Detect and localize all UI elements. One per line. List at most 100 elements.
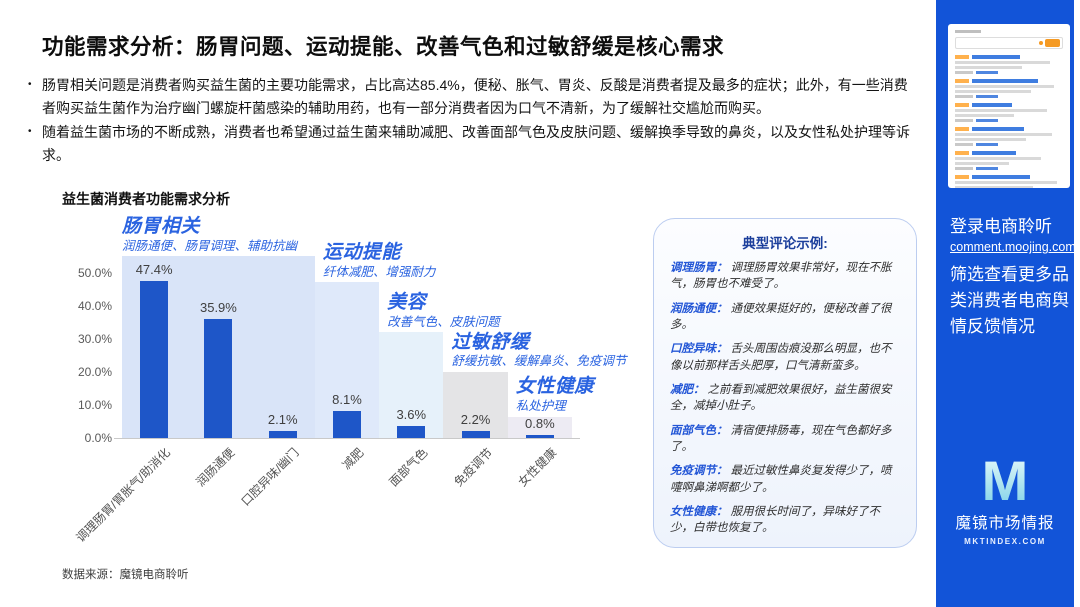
bar [140, 281, 169, 438]
bar [204, 319, 233, 438]
group-desc: 私处护理 [515, 399, 566, 414]
category-label: 女性健康 [515, 445, 560, 490]
screenshot-result-list [955, 55, 1063, 188]
screenshot-search-bar [955, 37, 1063, 49]
bar-value-label: 3.6% [396, 407, 427, 423]
result-row [955, 175, 1063, 188]
result-row [955, 55, 1063, 74]
y-axis-label: 40.0% [77, 298, 112, 313]
source-note: 数据来源：魔镜电商聆听 [62, 569, 189, 581]
group-band [379, 332, 444, 438]
screenshot-header-bar [955, 30, 981, 33]
comment-item: 减肥： 之前看到减肥效果很好，益生菌很安全，减掉小肚子。 [670, 382, 900, 415]
group-label: 女性健康 私处护理 [516, 376, 594, 413]
comment-item: 女性健康： 服用很长时间了，异味好了不少，白带也恢复了。 [670, 504, 900, 537]
group-label: 肠胃相关 润肠通便、肠胃调理、辅助抗幽 [122, 216, 297, 253]
y-axis: 0.0% 10.0% 20.0% 30.0% 40.0% 50.0% [64, 256, 122, 445]
bullet-text: 肠胃相关问题是消费者购买益生菌的主要功能需求，占比高达85.4%，便秘、胀气、胃… [42, 77, 908, 116]
bar [397, 426, 426, 438]
sidebar: 登录电商聆听 comment.moojing.com 筛选查看更多品类消费者电商… [936, 0, 1076, 607]
group-label: 过敏舒缓 舒缓抗敏、缓解鼻炎、免疫调节 [451, 332, 626, 369]
y-axis-label: 10.0% [77, 397, 112, 412]
group-band [443, 371, 508, 438]
comment-keyword: 免疫调节： [670, 465, 728, 478]
y-axis-label: 0.0% [84, 431, 112, 445]
group-title: 美容 [387, 291, 427, 313]
group-desc: 改善气色、皮肤问题 [387, 314, 500, 329]
logo-letter: M [982, 452, 1029, 508]
category-label: 润肠通便 [193, 445, 238, 490]
login-title: 登录电商聆听 [950, 217, 1052, 236]
comment-text: 之前看到减肥效果很好，益生菌很安全，减掉小肚子。 [670, 383, 892, 413]
group-label: 运动提能 纤体减肥、增强耐力 [323, 242, 436, 279]
bar-value-label: 8.1% [332, 392, 362, 408]
bar [268, 431, 297, 438]
logo-domain: MKTINDEX.COM [964, 537, 1046, 546]
comment-list: 调理肠胃： 调理肠胃效果非常好，现在不胀气，肠胃也不难受了。 润肠通便： 通便效果挺… [670, 260, 900, 537]
logo-name: 魔镜市场情报 [955, 515, 1055, 532]
result-row [955, 127, 1063, 146]
bullet-icon: • [28, 126, 32, 138]
comment-keyword: 调理肠胃： [670, 262, 728, 274]
search-button [1045, 39, 1060, 47]
comment-text: 最近过敏性鼻炎复发得少了，喷嚏啊鼻涕啊都少了。 [670, 465, 892, 494]
y-axis-label: 20.0% [77, 364, 112, 379]
y-axis-label: 50.0% [77, 265, 112, 280]
comment-keyword: 面部气色： [670, 424, 728, 437]
comment-text: 服用很长时间了，异味好了不少，白带也恢复了。 [670, 505, 880, 535]
comment-item: 免疫调节： 最近过敏性鼻炎复发得少了，喷嚏啊鼻涕啊都少了。 [670, 463, 900, 496]
group-label: 美容 改善气色、皮肤问题 [387, 292, 500, 329]
comments-panel: 典型评论示例: 调理肠胃： 调理肠胃效果非常好，现在不胀气，肠胃也不难受了。 润肠… [653, 218, 917, 548]
bar-value-label: 47.4% [135, 262, 173, 278]
y-axis-label: 30.0% [77, 331, 112, 346]
bar-value-label: 2.2% [460, 411, 491, 427]
comment-keyword: 减肥： [670, 383, 705, 396]
group-desc: 润肠通便、肠胃调理、辅助抗幽 [122, 238, 298, 253]
bullet-text: 随着益生菌市场的不断成熟，消费者也希望通过益生菌来辅助减肥、改善面部气色及皮肤问… [42, 124, 910, 164]
browser-screenshot [948, 24, 1070, 188]
group-band [507, 416, 572, 438]
bar [333, 411, 361, 438]
comment-item: 调理肠胃： 调理肠胃效果非常好，现在不胀气，肠胃也不难受了。 [670, 260, 900, 293]
bar-value-label: 0.8% [525, 416, 555, 431]
result-row [955, 151, 1063, 170]
comment-item: 润肠通便： 通便效果挺好的，便秘改善了很多。 [670, 301, 900, 334]
category-label: 口腔异味/幽门 [238, 445, 303, 509]
bullet-item: • 肠胃相关问题是消费者购买益生菌的主要功能需求，占比高达85.4%，便秘、胀气… [28, 74, 920, 119]
group-desc: 纤体减肥、增强耐力 [322, 265, 436, 280]
bullet-item: • 随着益生菌市场的不断成熟，消费者也希望通过益生菌来辅助减肥、改善面部气色及皮… [28, 121, 920, 166]
bullet-list: • 肠胃相关问题是消费者购买益生菌的主要功能需求，占比高达85.4%，便秘、胀气… [28, 74, 920, 169]
chart-title: 益生菌消费者功能需求分析 [62, 191, 230, 207]
comment-text: 通便效果挺好的，便秘改善了很多。 [670, 302, 892, 331]
group-desc: 舒缓抗敏、缓解鼻炎、免疫调节 [451, 354, 627, 369]
group-title: 过敏舒缓 [451, 331, 530, 353]
comment-item: 面部气色： 清宿便排肠毒，现在气色都好多了。 [670, 423, 900, 456]
group-title: 女性健康 [515, 376, 594, 398]
login-url-link[interactable]: comment.moojing.com [950, 240, 1076, 254]
comment-keyword: 口腔异味： [670, 343, 728, 356]
login-block: 登录电商聆听 comment.moojing.com [950, 212, 1076, 256]
comment-keyword: 润肠通便： [670, 302, 728, 315]
comment-text: 调理肠胃效果非常好，现在不胀气，肠胃也不难受了。 [670, 262, 892, 291]
result-row [955, 103, 1063, 122]
comment-text: 舌头周围齿痕没那么明显，也不像以前那样舌头肥厚，口气清新蛮多。 [670, 343, 892, 372]
comment-keyword: 女性健康： [670, 505, 728, 518]
page-title: 功能需求分析：肠胃问题、运动提能、改善气色和过敏舒缓是核心需求 [42, 35, 725, 59]
comment-text: 清宿便排肠毒，现在气色都好多了。 [670, 424, 892, 453]
plot-area: 肠胃相关 润肠通便、肠胃调理、辅助抗幽 运动提能 纤体减肥、增强耐力 美容 改善气色、皮肤… [74, 216, 626, 545]
group-title: 运动提能 [322, 242, 401, 264]
brand-logo: M 魔镜市场情报 MKTINDEX.COM [936, 449, 1074, 546]
category-label: 面部气色 [386, 445, 431, 490]
bar-value-label: 2.1% [267, 412, 298, 428]
bar-value-label: 35.9% [199, 300, 237, 316]
bar-chart: 0.0% 10.0% 20.0% 30.0% 40.0% 50.0% 肠胃相关 润肠通便、肠… [64, 216, 626, 545]
category-label: 减肥 [339, 445, 367, 473]
sidebar-description: 筛选查看更多品类消费者电商舆情反馈情况 [950, 265, 1069, 336]
bar [461, 430, 490, 438]
comments-panel-title: 典型评论示例: [742, 236, 828, 251]
x-axis-line [114, 438, 580, 439]
category-label: 免疫调节 [451, 445, 495, 490]
comment-item: 口腔异味： 舌头周围齿痕没那么明显，也不像以前那样舌头肥厚，口气清新蛮多。 [670, 341, 900, 374]
result-row [955, 79, 1063, 98]
